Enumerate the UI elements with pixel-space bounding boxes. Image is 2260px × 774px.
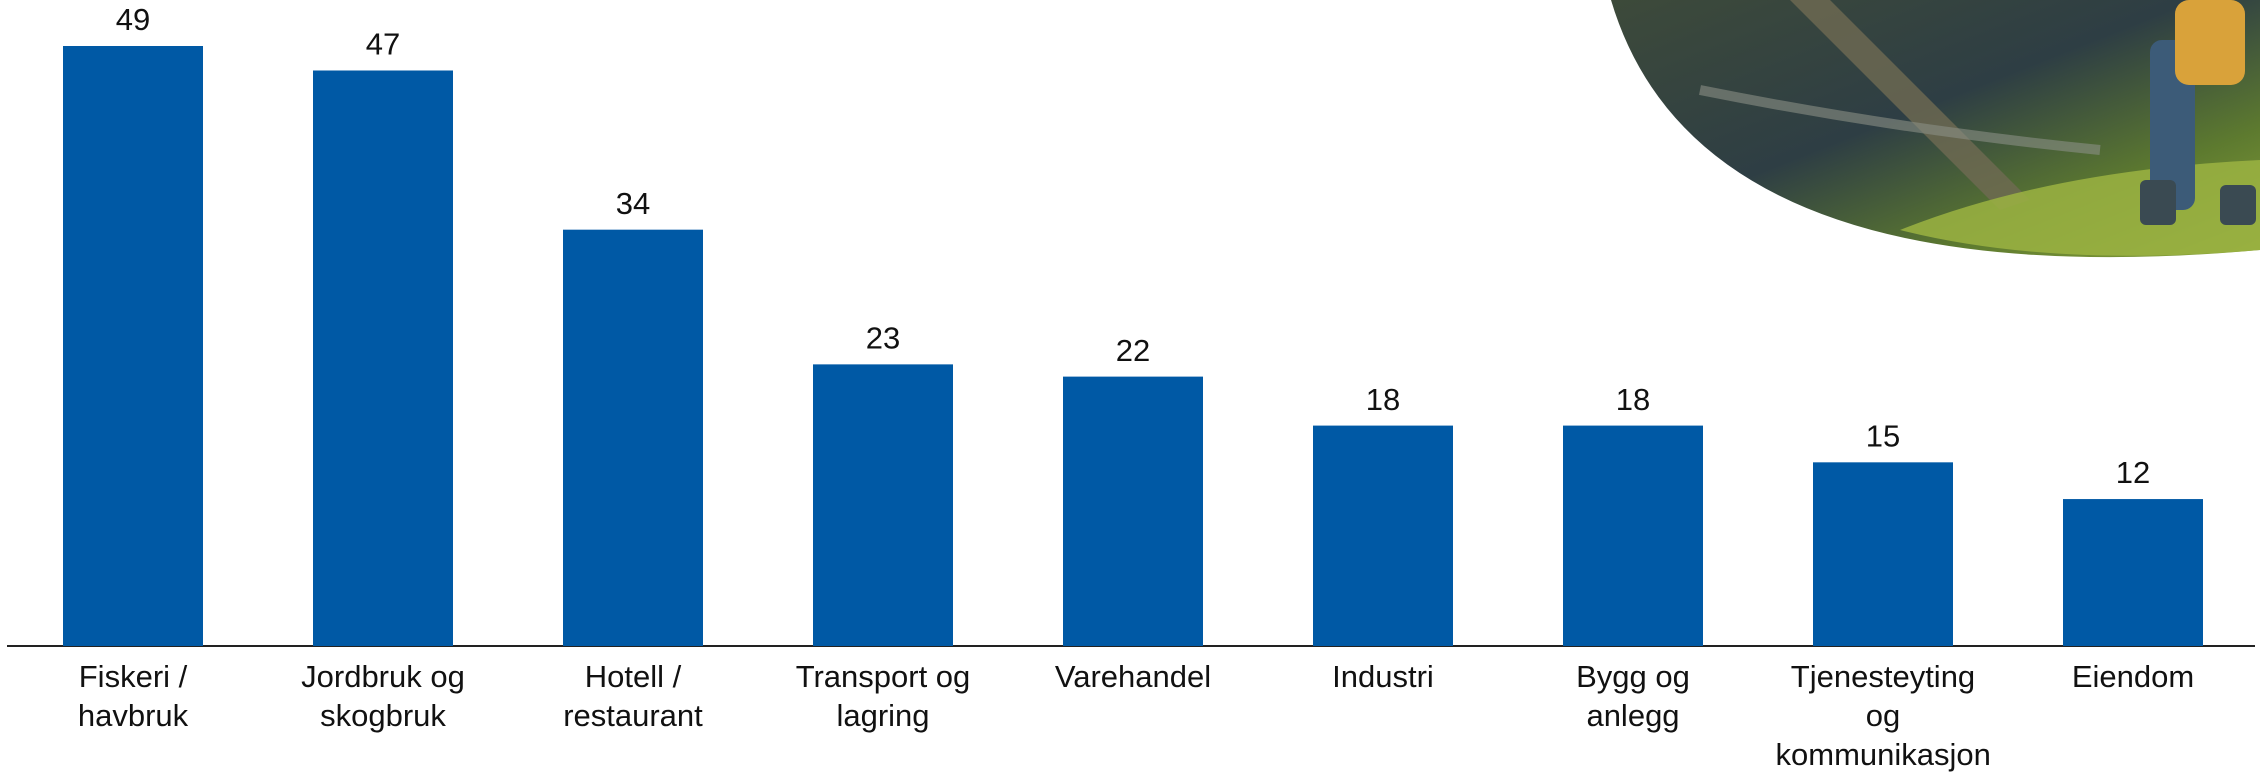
value-label: 23 — [866, 321, 900, 356]
x-tick-label: Fiskeri / havbruk — [26, 657, 241, 735]
value-label: 47 — [366, 27, 400, 62]
bar — [2063, 499, 2203, 646]
x-tick-label: Transport og lagring — [776, 657, 991, 735]
value-label: 49 — [116, 2, 150, 37]
value-label: 34 — [616, 186, 650, 221]
x-tick-label: Hotell / restaurant — [526, 657, 741, 735]
photo — [1611, 0, 2260, 257]
value-label: 12 — [2116, 455, 2150, 490]
x-tick-label: Tjenesteyting og kommunikasjon — [1776, 657, 1991, 774]
bar — [1563, 426, 1703, 646]
x-tick-label: Industri — [1276, 657, 1491, 696]
value-label: 18 — [1366, 382, 1400, 417]
bar — [63, 46, 203, 646]
x-tick-label: Jordbruk og skogbruk — [276, 657, 491, 735]
bar — [813, 364, 953, 646]
value-label: 15 — [1866, 419, 1900, 454]
bar — [1313, 426, 1453, 646]
bar — [1063, 377, 1203, 646]
x-tick-label: Varehandel — [1026, 657, 1241, 696]
bar — [563, 230, 703, 646]
value-label: 18 — [1616, 382, 1650, 417]
x-tick-label: Bygg og anlegg — [1526, 657, 1741, 735]
x-tick-label: Eiendom — [2026, 657, 2241, 696]
value-label: 22 — [1116, 333, 1150, 368]
bar — [313, 70, 453, 646]
page: 494734232218181512 (() => { const data =… — [0, 0, 2260, 771]
bar — [1813, 462, 1953, 646]
chart: 49 47 34 23 22 18 18 15 12 — [0, 0, 2260, 771]
